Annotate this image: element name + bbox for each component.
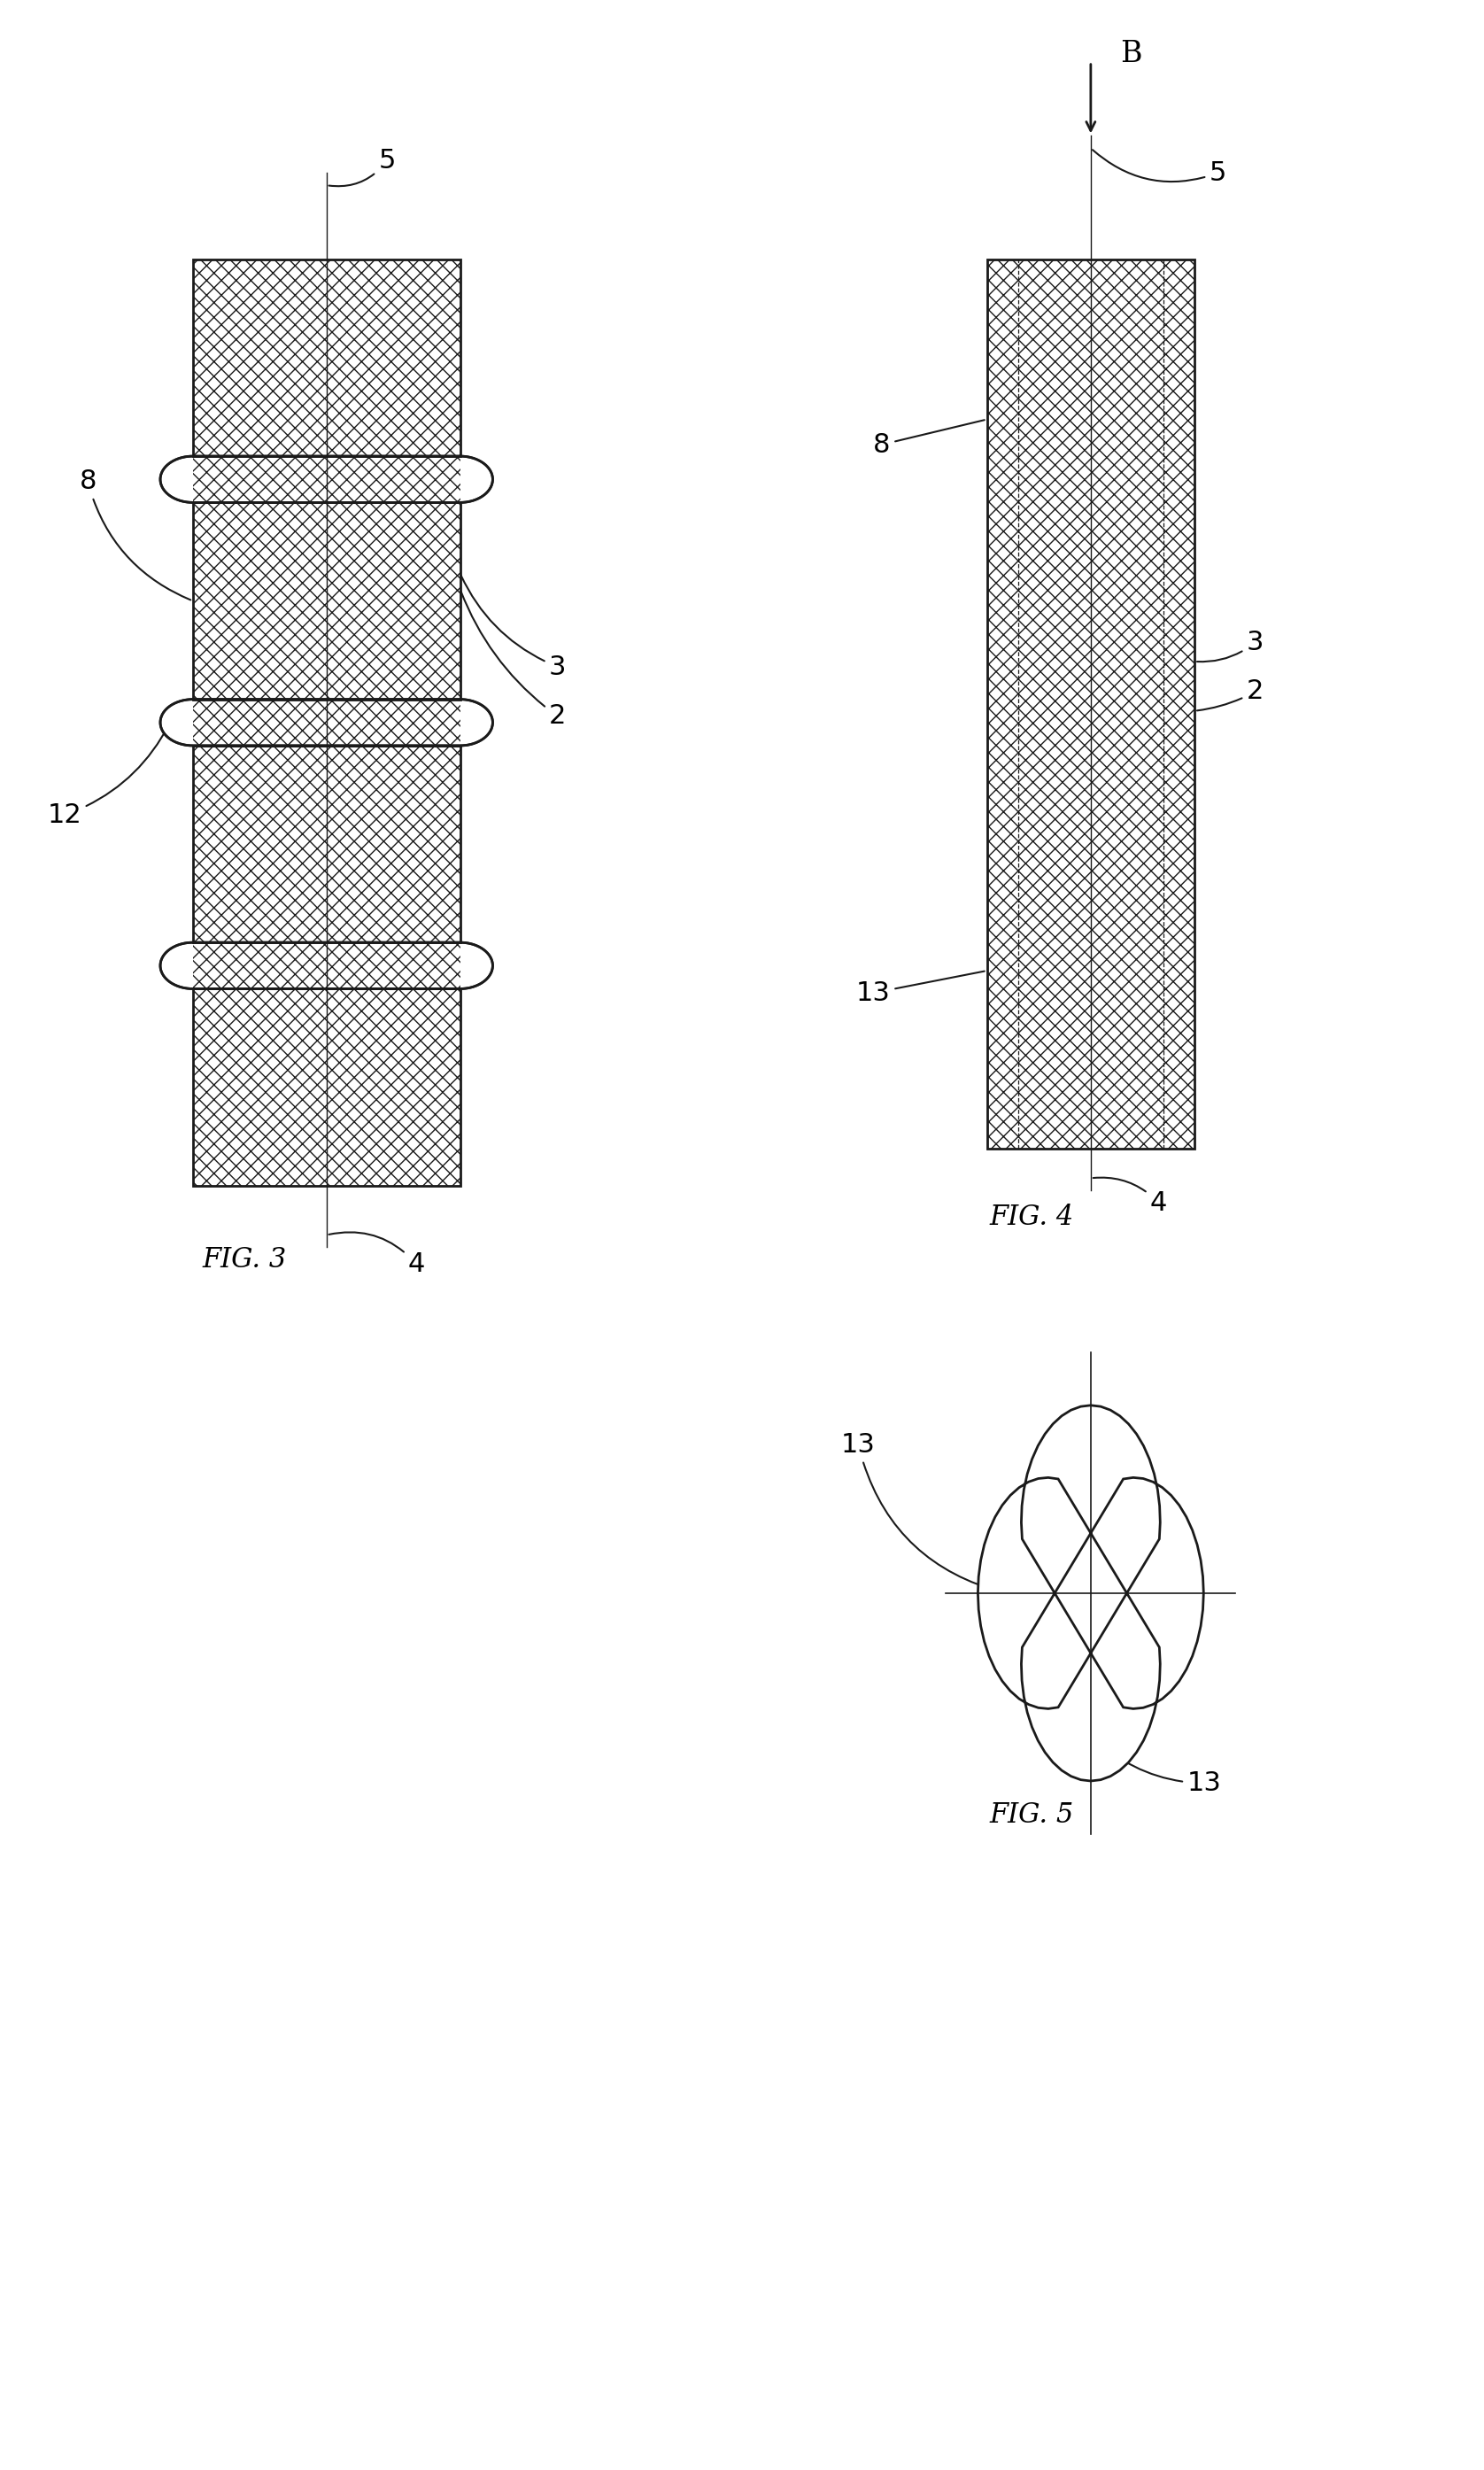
Bar xyxy=(193,699,460,746)
Text: 8: 8 xyxy=(79,469,190,600)
Text: FIG. 4: FIG. 4 xyxy=(990,1203,1073,1233)
Text: 3: 3 xyxy=(462,576,567,679)
Text: 12: 12 xyxy=(47,724,169,827)
Text: B: B xyxy=(1120,40,1143,69)
Text: 4: 4 xyxy=(329,1233,426,1277)
Bar xyxy=(193,259,460,457)
Text: 13: 13 xyxy=(841,1433,1003,1593)
Text: FIG. 3: FIG. 3 xyxy=(203,1245,286,1275)
Text: 2: 2 xyxy=(1198,679,1264,711)
Text: 8: 8 xyxy=(873,420,984,457)
Bar xyxy=(193,457,460,501)
Polygon shape xyxy=(160,457,493,501)
Text: FIG. 5: FIG. 5 xyxy=(990,1801,1073,1830)
Text: 5: 5 xyxy=(329,148,396,185)
Text: 13: 13 xyxy=(856,971,984,1005)
Bar xyxy=(193,746,460,944)
Text: 13: 13 xyxy=(1092,1736,1221,1796)
Bar xyxy=(193,988,460,1186)
Text: 5: 5 xyxy=(1092,151,1227,185)
Polygon shape xyxy=(978,1405,1204,1781)
Polygon shape xyxy=(160,699,493,746)
Bar xyxy=(193,501,460,699)
Bar xyxy=(987,259,1195,1149)
Text: 3: 3 xyxy=(1198,630,1264,662)
Text: 4: 4 xyxy=(1094,1178,1168,1215)
Polygon shape xyxy=(160,944,493,988)
Text: 2: 2 xyxy=(462,590,567,729)
Bar xyxy=(193,944,460,988)
